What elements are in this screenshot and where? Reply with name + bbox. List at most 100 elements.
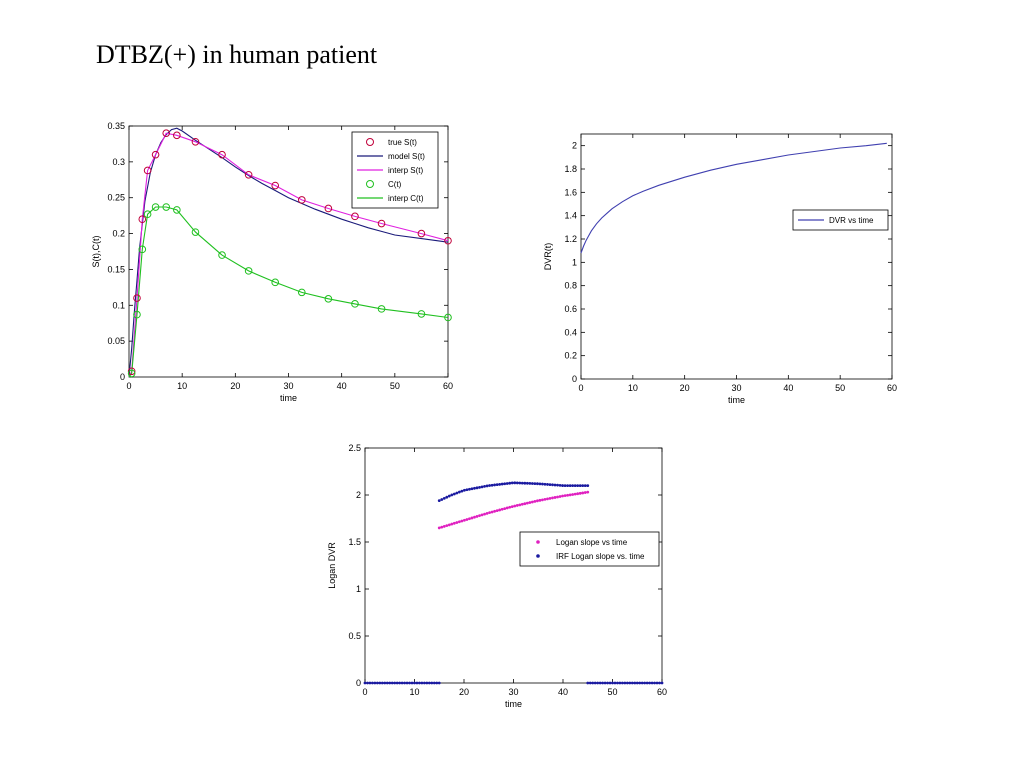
x-tick-label: 50 xyxy=(390,381,400,391)
data-point xyxy=(503,482,507,486)
y-tick-label: 1 xyxy=(572,257,577,267)
data-point xyxy=(450,493,454,497)
y-tick-label: 0.15 xyxy=(107,264,125,274)
data-point xyxy=(375,681,379,685)
plot-frame xyxy=(580,133,893,380)
x-tick-label: 10 xyxy=(177,381,187,391)
data-point xyxy=(583,484,587,487)
data-point xyxy=(244,267,253,275)
data-point xyxy=(488,484,491,487)
data-point xyxy=(515,481,519,485)
y-tick-label: 0.8 xyxy=(564,281,577,291)
data-point xyxy=(530,500,534,504)
data-point xyxy=(432,681,436,685)
data-point xyxy=(490,510,494,514)
data-point xyxy=(478,485,481,489)
data-point xyxy=(648,681,652,685)
x-tick-label: 20 xyxy=(680,383,690,393)
data-point xyxy=(457,490,461,494)
data-point xyxy=(440,525,444,529)
data-point xyxy=(500,482,504,486)
data-point xyxy=(536,499,539,503)
y-tick-label: 0.3 xyxy=(112,157,125,167)
x-tick-label: 60 xyxy=(443,381,453,391)
data-point xyxy=(447,494,451,498)
data-point xyxy=(608,681,612,685)
data-point xyxy=(442,524,446,528)
data-point xyxy=(390,681,394,685)
data-point xyxy=(413,681,416,685)
data-point xyxy=(377,305,386,313)
legend-label: C(t) xyxy=(388,180,402,189)
data-point xyxy=(127,367,136,376)
data-point xyxy=(143,166,152,175)
data-point xyxy=(658,681,661,685)
data-point xyxy=(395,681,399,685)
data-point xyxy=(143,210,152,219)
data-point xyxy=(616,681,619,685)
data-point xyxy=(475,486,479,490)
data-point xyxy=(625,681,629,685)
y-tick-label: 0.6 xyxy=(564,304,577,314)
data-point xyxy=(498,508,502,512)
data-point xyxy=(271,278,280,287)
y-tick-label: 0.2 xyxy=(112,229,125,239)
data-point xyxy=(621,681,624,685)
data-point xyxy=(162,129,171,137)
data-point xyxy=(173,206,181,214)
data-point xyxy=(495,483,499,487)
slide-title: DTBZ(+) in human patient xyxy=(96,40,378,69)
data-point xyxy=(548,497,552,500)
data-point xyxy=(518,503,522,507)
data-point xyxy=(635,681,639,685)
y-axis-label: DVR(t) xyxy=(543,243,553,271)
data-point xyxy=(588,681,592,685)
y-tick-label: 0.4 xyxy=(564,327,577,337)
data-point xyxy=(611,681,614,685)
data-point xyxy=(483,512,486,516)
legend-label: true S(t) xyxy=(388,138,417,147)
data-point xyxy=(417,229,426,238)
y-tick-label: 1.5 xyxy=(348,537,361,547)
data-point xyxy=(452,492,456,496)
data-point xyxy=(442,496,446,500)
data-point xyxy=(618,681,622,685)
data-point xyxy=(385,681,389,685)
data-point xyxy=(271,181,280,190)
data-point xyxy=(548,483,552,487)
x-tick-label: 10 xyxy=(409,687,419,697)
data-point xyxy=(465,518,469,521)
data-point xyxy=(480,513,484,517)
legend-marker xyxy=(366,138,374,146)
data-point xyxy=(138,245,147,254)
data-point xyxy=(324,295,333,303)
data-point xyxy=(297,288,306,297)
data-point xyxy=(523,481,527,485)
data-point xyxy=(388,681,392,685)
data-point xyxy=(191,228,200,236)
y-axis-label: S(t),C(t) xyxy=(91,236,101,268)
data-point xyxy=(583,491,587,494)
data-point xyxy=(191,137,200,146)
data-point xyxy=(435,681,439,685)
data-point xyxy=(455,521,459,524)
data-point xyxy=(324,204,333,213)
data-point xyxy=(543,497,547,501)
data-point xyxy=(630,681,634,685)
data-point xyxy=(151,203,160,211)
data-point xyxy=(378,681,382,685)
legend-label: interp C(t) xyxy=(388,194,424,203)
data-point xyxy=(366,681,369,685)
y-tick-label: 1.4 xyxy=(564,211,577,221)
data-point xyxy=(541,498,544,502)
data-point xyxy=(373,681,377,685)
x-tick-label: 40 xyxy=(558,687,568,697)
y-tick-label: 2 xyxy=(356,490,361,500)
data-point xyxy=(368,681,372,685)
y-tick-label: 0 xyxy=(120,372,125,382)
data-point xyxy=(638,681,642,685)
data-point xyxy=(571,493,575,496)
data-point xyxy=(546,483,549,486)
